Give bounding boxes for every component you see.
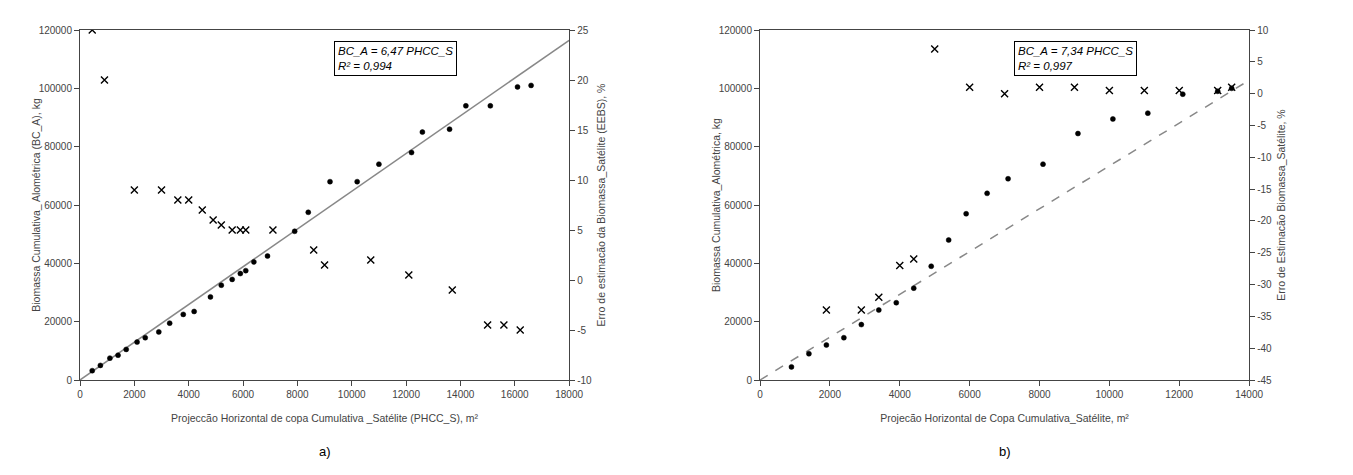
svg-text:Erro de estimacão da Biomassa_: Erro de estimacão da Biomassa_Satélite (… [595, 84, 607, 327]
svg-text:-15: -15 [1257, 184, 1272, 195]
svg-text:14000: 14000 [1235, 389, 1263, 400]
svg-text:100000: 100000 [39, 83, 73, 94]
svg-text:16000: 16000 [501, 389, 529, 400]
svg-text:-35: -35 [1257, 311, 1272, 322]
svg-text:0: 0 [66, 375, 72, 386]
svg-text:Biomassa Cumulativa_Alométrica: Biomassa Cumulativa_Alométrica, kg [710, 118, 722, 292]
svg-text:-10: -10 [577, 375, 592, 386]
svg-text:b): b) [999, 444, 1011, 459]
svg-text:2000: 2000 [123, 389, 146, 400]
svg-text:20000: 20000 [44, 316, 72, 327]
svg-text:8000: 8000 [286, 389, 309, 400]
svg-text:14000: 14000 [447, 389, 475, 400]
svg-text:20000: 20000 [724, 316, 752, 327]
svg-text:-10: -10 [1257, 152, 1272, 163]
svg-text:-25: -25 [1257, 247, 1272, 258]
svg-text:Projecão Horizontal de Copa Cu: Projecão Horizontal de Copa Cumulativa_S… [880, 412, 1129, 424]
svg-text:10: 10 [1257, 25, 1269, 36]
svg-text:6000: 6000 [959, 389, 982, 400]
svg-text:0: 0 [1257, 88, 1263, 99]
svg-text:4000: 4000 [178, 389, 201, 400]
svg-text:10: 10 [577, 175, 589, 186]
svg-text:4000: 4000 [889, 389, 912, 400]
svg-text:120000: 120000 [39, 25, 73, 36]
svg-text:0: 0 [77, 389, 83, 400]
svg-text:80000: 80000 [44, 141, 72, 152]
svg-text:-40: -40 [1257, 343, 1272, 354]
svg-text:BC_A = 6,47 PHCC_SR² = 0,994: BC_A = 6,47 PHCC_SR² = 0,994 [338, 45, 453, 72]
svg-text:12000: 12000 [1165, 389, 1193, 400]
svg-text:40000: 40000 [724, 258, 752, 269]
svg-text:Biomassa Cumulativa_ Alométric: Biomassa Cumulativa_ Alométrica (BC_A), … [30, 98, 42, 312]
svg-text:-20: -20 [1257, 215, 1272, 226]
svg-text:0: 0 [746, 375, 752, 386]
svg-text:25: 25 [577, 25, 589, 36]
svg-text:Erro de Estimacão Biomassa_Sat: Erro de Estimacão Biomassa_Satélite, % [1275, 109, 1287, 300]
svg-text:BC_A = 7,34 PHCC_SR² = 0,997: BC_A = 7,34 PHCC_SR² = 0,997 [1018, 45, 1133, 72]
svg-text:-45: -45 [1257, 375, 1272, 386]
svg-text:-5: -5 [1257, 120, 1266, 131]
svg-text:5: 5 [577, 225, 583, 236]
svg-text:80000: 80000 [724, 141, 752, 152]
svg-text:60000: 60000 [44, 200, 72, 211]
svg-text:60000: 60000 [724, 200, 752, 211]
svg-text:8000: 8000 [1028, 389, 1051, 400]
svg-text:0: 0 [577, 275, 583, 286]
svg-text:10000: 10000 [1095, 389, 1123, 400]
svg-text:40000: 40000 [44, 258, 72, 269]
svg-text:120000: 120000 [719, 25, 753, 36]
svg-text:-30: -30 [1257, 279, 1272, 290]
svg-text:100000: 100000 [719, 83, 753, 94]
svg-text:6000: 6000 [232, 389, 255, 400]
svg-text:Projeccão Horizontal de copa C: Projeccão Horizontal de copa Cumulativa … [171, 412, 478, 424]
svg-text:12000: 12000 [392, 389, 420, 400]
svg-text:-5: -5 [577, 325, 586, 336]
svg-text:20: 20 [577, 75, 589, 86]
svg-text:0: 0 [757, 389, 763, 400]
svg-text:10000: 10000 [338, 389, 366, 400]
svg-text:5: 5 [1257, 56, 1263, 67]
svg-text:2000: 2000 [819, 389, 842, 400]
svg-text:a): a) [319, 444, 331, 459]
svg-text:18000: 18000 [555, 389, 583, 400]
svg-text:15: 15 [577, 125, 589, 136]
